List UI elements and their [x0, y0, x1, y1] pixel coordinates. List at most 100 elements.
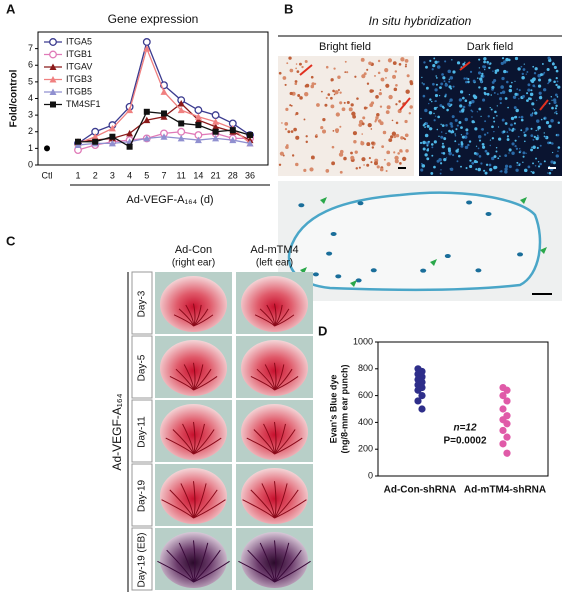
texture-dot — [462, 105, 466, 109]
texture-dot — [284, 128, 288, 131]
vessel-outline — [287, 191, 542, 292]
texture-dot — [496, 115, 498, 117]
texture-dot — [436, 65, 441, 69]
texture-dot — [545, 121, 550, 125]
texture-dot — [527, 97, 531, 100]
texture-dot — [488, 66, 491, 70]
nucleus — [330, 232, 337, 237]
texture-dot — [551, 99, 553, 101]
texture-dot — [478, 155, 482, 158]
texture-dot — [424, 126, 426, 129]
data-point — [418, 392, 426, 400]
texture-dot — [481, 72, 484, 76]
texture-dot — [532, 139, 535, 141]
texture-dot — [507, 106, 509, 109]
texture-dot — [523, 168, 528, 173]
texture-dot — [289, 68, 292, 71]
texture-dot — [544, 136, 547, 139]
texture-dot — [433, 106, 437, 110]
texture-dot — [518, 164, 521, 167]
marker — [160, 133, 168, 140]
vessel — [193, 362, 196, 391]
vessel — [274, 481, 277, 519]
texture-dot — [535, 129, 537, 132]
texture-dot — [333, 93, 336, 96]
vessel — [169, 376, 194, 391]
y-tick-label: 7 — [28, 43, 33, 53]
texture-dot — [408, 112, 411, 115]
texture-dot — [531, 171, 535, 174]
texture-dot — [494, 165, 498, 169]
texture-dot — [465, 128, 469, 132]
texture-dot — [449, 122, 453, 126]
texture-dot — [361, 122, 365, 126]
texture-dot — [512, 127, 515, 130]
texture-dot — [382, 130, 387, 135]
texture-dot — [537, 125, 541, 130]
texture-dot — [471, 99, 475, 104]
texture-dot — [278, 71, 282, 75]
texture-dot — [397, 152, 400, 155]
texture-dot — [491, 156, 495, 161]
texture-dot — [451, 115, 455, 119]
texture-dot — [557, 150, 559, 152]
texture-dot — [536, 99, 538, 101]
texture-dot — [284, 121, 289, 126]
texture-dot — [499, 91, 503, 95]
texture-dot — [450, 167, 454, 171]
texture-dot — [475, 168, 478, 171]
texture-dot — [454, 118, 458, 122]
texture-dot — [377, 71, 381, 75]
texture-dot — [467, 78, 470, 81]
vessel — [193, 549, 221, 583]
texture-dot — [468, 103, 472, 107]
nucleus — [355, 278, 362, 283]
texture-dot — [537, 165, 541, 168]
vessel — [274, 483, 288, 519]
vessel — [193, 481, 196, 519]
texture-dot — [440, 123, 442, 126]
texture-dot — [325, 169, 330, 173]
texture-dot — [421, 164, 426, 168]
vessel — [193, 483, 207, 519]
texture-dot — [388, 138, 393, 143]
texture-dot — [457, 154, 461, 158]
marker — [212, 123, 220, 130]
texture-dot — [555, 83, 558, 87]
texture-dot — [489, 167, 493, 172]
texture-dot — [339, 91, 342, 94]
texture-dot — [533, 72, 537, 75]
texture-dot — [424, 108, 428, 113]
marker — [195, 122, 202, 129]
marker — [177, 99, 185, 107]
nucleus — [420, 268, 427, 273]
vessel — [274, 376, 299, 391]
marker — [246, 139, 254, 147]
arrow — [399, 97, 411, 111]
texture-dot — [325, 96, 328, 100]
texture-dot — [305, 60, 308, 63]
row-label-box — [131, 527, 153, 591]
arrow — [320, 197, 327, 204]
texture-dot — [483, 86, 487, 91]
marker — [91, 133, 99, 140]
texture-dot — [489, 106, 491, 109]
ear — [160, 340, 227, 396]
texture-dot — [515, 168, 519, 172]
vessel — [274, 429, 296, 455]
texture-dot — [492, 117, 495, 119]
nucleus — [466, 200, 473, 205]
vessel — [253, 429, 275, 455]
texture-dot — [487, 115, 490, 118]
texture-dot — [534, 67, 538, 71]
texture-dot — [464, 145, 469, 150]
arrow — [540, 247, 547, 254]
marker — [142, 38, 151, 46]
row-label: Day-5 — [137, 354, 148, 381]
texture-dot — [432, 82, 435, 86]
texture-dot — [501, 76, 505, 81]
texture-dot — [518, 89, 521, 92]
texture-dot — [553, 65, 557, 69]
texture-dot — [447, 147, 451, 151]
texture-dot — [452, 70, 456, 74]
